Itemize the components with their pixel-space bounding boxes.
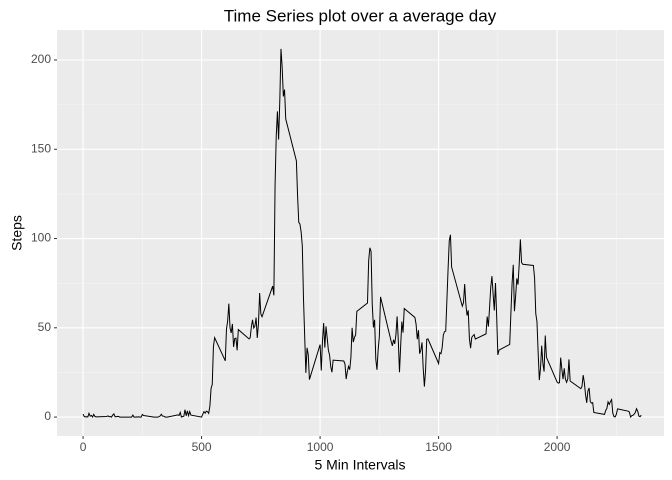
x-tick-label: 0 bbox=[80, 440, 87, 454]
x-tick-label: 500 bbox=[192, 440, 212, 454]
plot-panel bbox=[57, 30, 664, 436]
y-axis-title: Steps bbox=[9, 215, 25, 251]
y-tick-label: 150 bbox=[31, 141, 51, 155]
chart-title: Time Series plot over a average day bbox=[224, 6, 497, 25]
x-tick-label: 1500 bbox=[425, 440, 452, 454]
x-tick-label: 2000 bbox=[544, 440, 571, 454]
series-line bbox=[82, 48, 642, 419]
x-axis-title: 5 Min Intervals bbox=[314, 457, 405, 473]
y-tick-label: 50 bbox=[38, 320, 52, 334]
y-tick-label: 200 bbox=[31, 52, 51, 66]
y-tick-label: 100 bbox=[31, 231, 51, 245]
y-tick-label: 0 bbox=[44, 409, 51, 423]
x-tick-label: 1000 bbox=[307, 440, 334, 454]
